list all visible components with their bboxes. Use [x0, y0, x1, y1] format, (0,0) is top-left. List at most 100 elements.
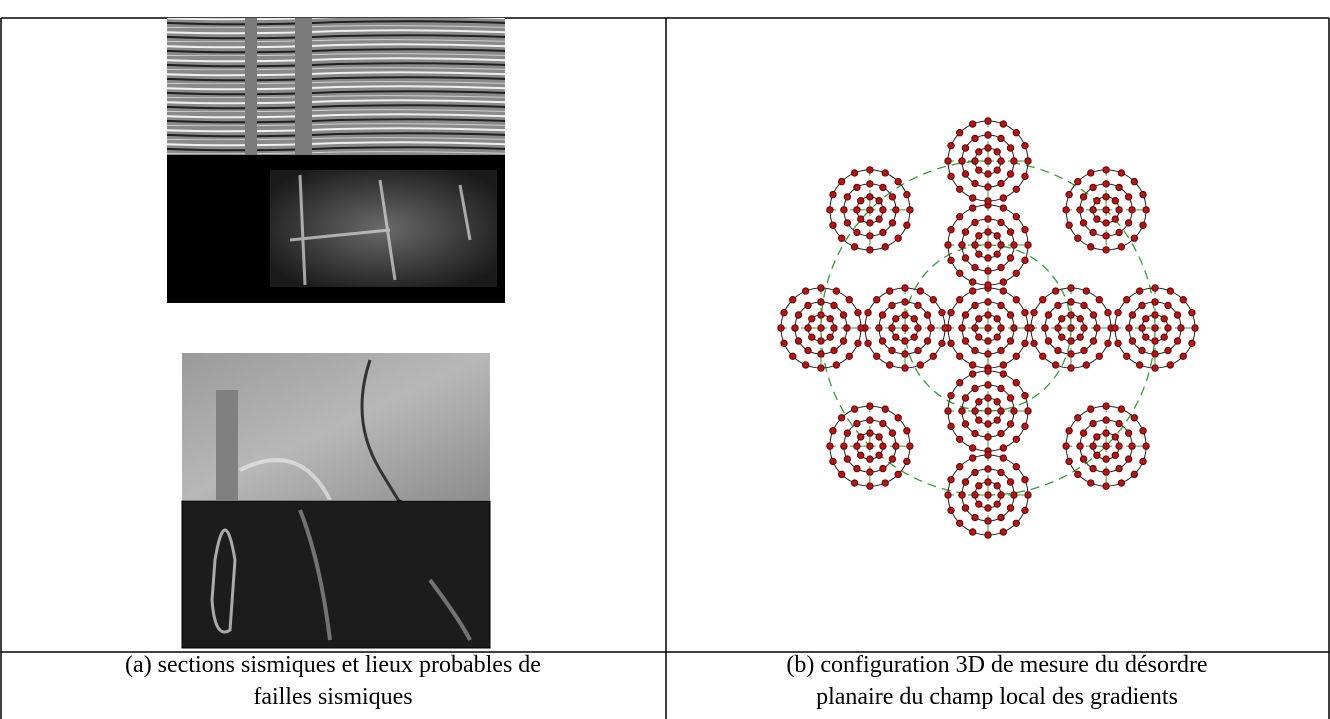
sample-point: [851, 244, 857, 250]
sample-point: [976, 316, 982, 322]
sample-point: [1083, 288, 1089, 294]
sample-point: [889, 325, 895, 331]
sample-point: [827, 207, 833, 213]
sample-point: [880, 420, 886, 426]
sample-point: [1103, 220, 1109, 226]
sample-point: [1000, 288, 1006, 294]
sample-point: [1118, 170, 1124, 176]
sample-point: [972, 264, 978, 270]
sample-point: [945, 158, 951, 164]
sample-point: [1161, 316, 1167, 322]
sample-point: [957, 130, 963, 136]
sample-point: [969, 362, 975, 368]
sample-point: [889, 302, 895, 308]
sample-point: [976, 417, 982, 423]
sample-point: [994, 417, 1000, 423]
sample-point: [1088, 406, 1094, 412]
sample-point: [1007, 338, 1013, 344]
sample-point: [998, 302, 1004, 308]
caption-a-line-1: (a) sections sismiques et lieux probable…: [125, 652, 541, 678]
sample-point: [854, 229, 860, 235]
sample-point: [915, 325, 921, 331]
sample-point: [882, 480, 888, 486]
sample-point: [1103, 207, 1109, 213]
sample-point: [902, 365, 908, 371]
sample-point: [867, 167, 873, 173]
sample-point: [959, 325, 965, 331]
sample-point: [830, 191, 836, 197]
sample-point: [889, 456, 895, 462]
sample-point: [939, 340, 945, 346]
sample-point: [1094, 216, 1100, 222]
sample-point: [962, 255, 968, 261]
sample-point: [802, 288, 808, 294]
sample-point: [985, 408, 991, 414]
sample-point: [830, 222, 836, 228]
sample-point: [1103, 194, 1109, 200]
seismic-images: [167, 18, 505, 648]
sample-point: [1112, 325, 1118, 331]
sample-point: [893, 334, 899, 340]
sample-point: [867, 417, 873, 423]
sample-point: [1165, 347, 1171, 353]
sample-point: [858, 325, 864, 331]
sample-point: [1013, 186, 1019, 192]
sample-point: [844, 194, 850, 200]
caption-a-line-2: failles sismiques: [253, 684, 412, 710]
sample-point: [1013, 297, 1019, 303]
sample-point: [985, 132, 991, 138]
sample-point: [1112, 452, 1118, 458]
sample-point: [928, 325, 934, 331]
sample-point: [1116, 229, 1122, 235]
sample-point: [1189, 340, 1195, 346]
sample-point: [1013, 380, 1019, 386]
sample-point: [889, 220, 895, 226]
sample-point: [1077, 443, 1083, 449]
sample-point: [1055, 302, 1061, 308]
sample-point: [1022, 173, 1028, 179]
sample-point: [1068, 325, 1074, 331]
sample-point: [854, 207, 860, 213]
sample-point: [1094, 325, 1100, 331]
sample-point: [809, 334, 815, 340]
sample-point: [915, 347, 921, 353]
sample-point: [1112, 198, 1118, 204]
sample-point: [895, 178, 901, 184]
sample-point: [972, 158, 978, 164]
sample-point: [969, 121, 975, 127]
sample-point: [1090, 443, 1096, 449]
sample-point: [1161, 334, 1167, 340]
sample-point: [957, 380, 963, 386]
sample-point: [972, 219, 978, 225]
sample-point: [854, 184, 860, 190]
sample-point: [846, 353, 852, 359]
sample-point: [994, 316, 1000, 322]
sample-point: [831, 302, 837, 308]
sample-point: [904, 191, 910, 197]
sample-point: [1013, 353, 1019, 359]
sample-point: [985, 312, 991, 318]
sample-point: [1152, 365, 1158, 371]
sample-point: [962, 171, 968, 177]
sample-point: [985, 518, 991, 524]
caption-b-line-1: (b) configuration 3D de mesure du désord…: [786, 652, 1207, 678]
sample-point: [1174, 312, 1180, 318]
sample-point: [1045, 312, 1051, 318]
sample-point: [1090, 312, 1096, 318]
sample-point: [790, 297, 796, 303]
sample-point: [792, 325, 798, 331]
sample-point: [1103, 233, 1109, 239]
sample-point: [880, 184, 886, 190]
sample-point: [1103, 430, 1109, 436]
sample-point: [985, 229, 991, 235]
sample-point: [985, 382, 991, 388]
sample-point: [1103, 456, 1109, 462]
sample-point: [1139, 302, 1145, 308]
sample-point: [1022, 309, 1028, 315]
sample-point: [1103, 483, 1109, 489]
sample-point: [1011, 242, 1017, 248]
sample-point: [998, 135, 1004, 141]
sample-point: [959, 408, 965, 414]
sample-point: [880, 443, 886, 449]
sample-point: [1116, 184, 1122, 190]
